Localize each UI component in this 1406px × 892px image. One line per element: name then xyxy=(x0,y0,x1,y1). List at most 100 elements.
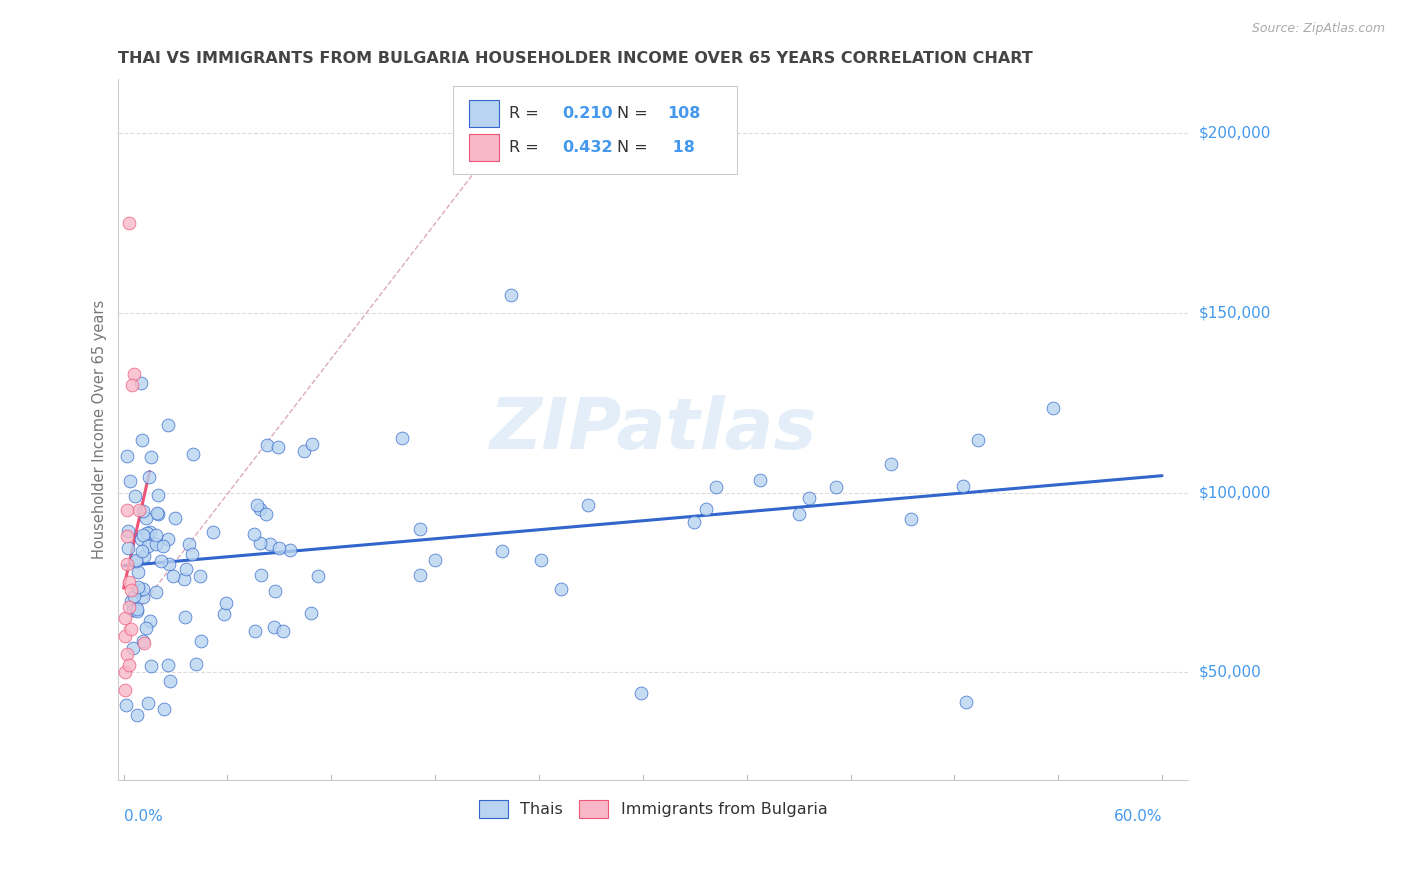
Point xyxy=(550,582,572,596)
Point xyxy=(249,501,271,516)
Point xyxy=(174,562,197,576)
Point xyxy=(129,532,152,546)
Point xyxy=(127,565,149,579)
Text: Source: ZipAtlas.com: Source: ZipAtlas.com xyxy=(1251,22,1385,36)
Point xyxy=(120,475,142,489)
Point xyxy=(132,549,155,564)
Point xyxy=(122,589,145,603)
Point xyxy=(121,377,143,392)
Point xyxy=(202,524,225,539)
Point xyxy=(120,622,142,636)
Point xyxy=(259,537,281,551)
Point xyxy=(139,614,162,628)
Point xyxy=(157,557,180,571)
Y-axis label: Householder Income Over 65 years: Householder Income Over 65 years xyxy=(93,300,107,559)
Point xyxy=(267,440,290,454)
Point xyxy=(148,487,170,501)
Point xyxy=(132,528,155,542)
Point xyxy=(704,480,727,494)
Text: $100,000: $100,000 xyxy=(1199,485,1271,500)
Point xyxy=(124,554,146,568)
Point xyxy=(156,418,179,433)
Point xyxy=(115,558,138,572)
Point xyxy=(135,621,157,635)
Point xyxy=(880,458,903,472)
Point xyxy=(145,584,167,599)
Point xyxy=(120,594,142,608)
Point xyxy=(117,524,139,538)
Point xyxy=(748,473,770,487)
Point xyxy=(246,498,269,512)
Point xyxy=(900,512,922,526)
Legend: Thais, Immigrants from Bulgaria: Thais, Immigrants from Bulgaria xyxy=(472,793,834,824)
Point xyxy=(264,584,287,599)
Point xyxy=(952,478,974,492)
Point xyxy=(280,542,302,557)
Point xyxy=(131,590,153,604)
Point xyxy=(114,629,136,643)
Point xyxy=(180,547,202,561)
Point xyxy=(267,541,290,555)
Point xyxy=(135,510,157,524)
Point xyxy=(254,508,277,522)
Point xyxy=(114,665,136,680)
Point xyxy=(156,532,179,546)
Point xyxy=(491,544,513,558)
Text: 0.0%: 0.0% xyxy=(124,809,162,823)
Point xyxy=(118,600,141,615)
Point xyxy=(292,443,315,458)
Point xyxy=(214,596,236,610)
Point xyxy=(117,541,139,555)
Point xyxy=(128,503,150,517)
Point xyxy=(115,449,138,463)
Point xyxy=(787,508,810,522)
Point xyxy=(132,634,155,648)
Point xyxy=(423,552,446,566)
Point xyxy=(122,367,145,381)
Point xyxy=(129,376,152,390)
Point xyxy=(530,553,553,567)
Point xyxy=(181,447,204,461)
Text: R =: R = xyxy=(509,106,544,121)
Text: 0.432: 0.432 xyxy=(562,140,613,155)
Text: 0.210: 0.210 xyxy=(562,106,613,121)
Point xyxy=(409,568,432,582)
Point xyxy=(146,507,169,521)
Point xyxy=(134,636,156,650)
Point xyxy=(124,489,146,503)
Point xyxy=(125,553,148,567)
Point xyxy=(162,569,184,583)
Point xyxy=(114,698,136,712)
Point xyxy=(157,657,180,672)
Point xyxy=(118,575,141,590)
FancyBboxPatch shape xyxy=(470,101,499,127)
Point xyxy=(799,491,821,505)
Point xyxy=(695,502,717,516)
Point xyxy=(250,567,273,582)
Point xyxy=(955,695,977,709)
Point xyxy=(146,506,169,520)
Point xyxy=(190,569,212,583)
Point xyxy=(127,580,149,594)
Point xyxy=(138,697,160,711)
Point xyxy=(131,433,153,447)
Point xyxy=(273,624,295,638)
Text: 18: 18 xyxy=(666,140,695,155)
Point xyxy=(263,619,285,633)
Point xyxy=(1042,401,1064,416)
Point xyxy=(141,659,163,673)
Point xyxy=(145,528,167,542)
Text: $200,000: $200,000 xyxy=(1199,126,1271,141)
Point xyxy=(118,657,141,672)
Point xyxy=(163,510,186,524)
Point xyxy=(125,603,148,617)
Point xyxy=(152,702,174,716)
Point xyxy=(150,554,173,568)
Text: 108: 108 xyxy=(666,106,700,121)
Text: $50,000: $50,000 xyxy=(1199,665,1261,680)
Point xyxy=(825,480,848,494)
Point xyxy=(159,674,181,689)
Point xyxy=(136,539,159,553)
Point xyxy=(967,433,990,447)
Text: R =: R = xyxy=(509,140,544,155)
